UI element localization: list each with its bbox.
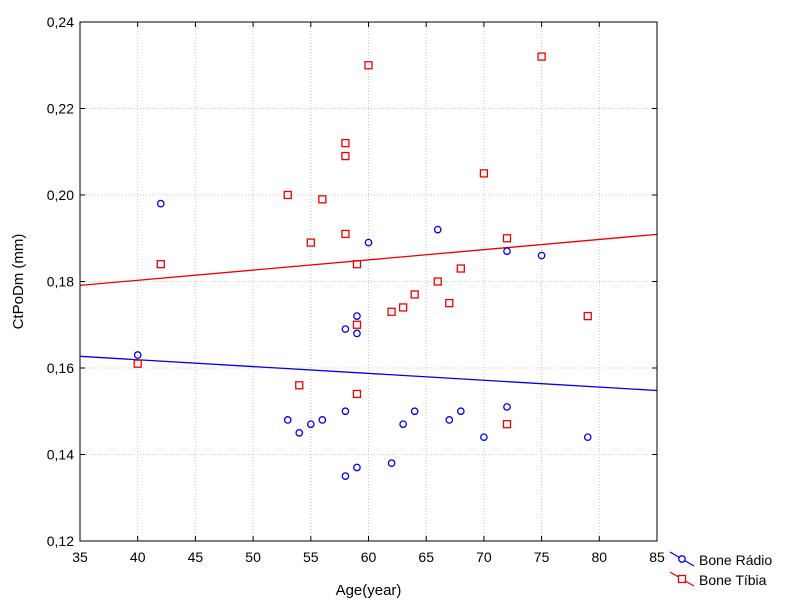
data-point-square: [306, 238, 315, 247]
y-tick-label: 0,12: [47, 533, 74, 549]
trend-line: [79, 355, 658, 392]
legend-label: Bone Tíbia: [699, 572, 767, 588]
data-point-circle: [480, 433, 488, 442]
data-point-circle: [318, 416, 327, 424]
data-point-circle: [353, 329, 361, 338]
data-point-square: [537, 52, 546, 61]
legend-label: Bone Rádio: [699, 552, 772, 568]
data-point-square: [295, 381, 304, 390]
data-point-square: [341, 138, 350, 148]
data-point-square: [398, 303, 408, 312]
data-point-circle: [456, 407, 465, 416]
data-point-square: [479, 169, 489, 178]
y-tick-label: 0,20: [47, 187, 74, 203]
x-tick-label: 40: [130, 549, 146, 565]
data-point-circle: [306, 420, 315, 429]
legend-item: Bone Tíbia: [669, 571, 767, 588]
trend-lines: [79, 233, 658, 392]
data-point-circle: [537, 251, 546, 260]
data-point-circle: [156, 199, 165, 208]
data-point-square: [456, 264, 465, 273]
data-point-square: [445, 298, 454, 308]
trend-line: [79, 233, 658, 287]
x-tick-label: 75: [534, 549, 550, 565]
y-axis-label: CtPoDm (mm): [10, 234, 27, 330]
data-point-circle: [341, 472, 350, 480]
legend-marker-square: [677, 574, 687, 584]
x-tick-label: 70: [476, 549, 492, 565]
data-point-square: [133, 359, 142, 368]
x-tick-label: 85: [649, 549, 665, 565]
data-point-circle: [445, 416, 454, 424]
data-point-circle: [353, 463, 361, 472]
data-point-circle: [364, 238, 373, 247]
data-point-square: [387, 307, 396, 316]
y-tick-label: 0,16: [47, 360, 74, 376]
axis-ticks: 35 40 45 50 55 60 65 70 75 80 85 0,12 0,14 0,16 0,18 0,…: [47, 14, 665, 565]
data-point-square: [352, 320, 362, 329]
data-point-square: [364, 61, 373, 70]
data-point-square: [352, 260, 362, 269]
data-point-square: [156, 260, 165, 269]
data-point-square: [341, 229, 350, 239]
data-point-square: [283, 190, 292, 200]
data-point-square: [352, 389, 362, 399]
data-point-circle: [503, 247, 511, 256]
data-point-square: [433, 277, 442, 286]
data-point-circle: [295, 429, 304, 437]
data-point-circle: [341, 407, 350, 416]
y-tick-label: 0,14: [47, 447, 74, 463]
data-point-circle: [133, 351, 142, 359]
x-tick-label: 55: [303, 549, 319, 565]
data-point-circle: [353, 312, 361, 320]
x-tick-label: 50: [245, 549, 261, 565]
data-point-circle: [341, 325, 350, 333]
data-point-square: [502, 234, 512, 243]
data-point-circle: [283, 416, 292, 424]
data-point-circle: [387, 459, 396, 467]
data-point-circle: [503, 403, 511, 411]
data-point-square: [502, 420, 512, 429]
data-point-square: [318, 195, 327, 204]
x-tick-label: 35: [72, 549, 88, 565]
data-point-square: [341, 151, 350, 161]
y-tick-label: 0,18: [47, 274, 74, 290]
legend: Bone Rádio Bone Tíbia: [669, 551, 772, 588]
data-point-square: [410, 290, 419, 299]
data-point-square: [583, 311, 592, 321]
data-point-circle: [410, 407, 419, 416]
x-tick-label: 80: [592, 549, 608, 565]
data-point-circle: [583, 433, 592, 442]
legend-item: Bone Rádio: [669, 551, 772, 568]
x-axis-label: Age(year): [336, 582, 402, 599]
data-point-circle: [433, 225, 442, 234]
x-tick-label: 65: [418, 549, 434, 565]
y-tick-label: 0,22: [47, 101, 74, 117]
y-tick-label: 0,24: [47, 14, 74, 30]
x-tick-label: 60: [361, 549, 377, 565]
data-point-circle: [399, 420, 407, 429]
grid: [80, 22, 657, 541]
data-points: [133, 52, 592, 480]
x-tick-label: 45: [188, 549, 204, 565]
legend-marker-circle: [678, 555, 686, 563]
